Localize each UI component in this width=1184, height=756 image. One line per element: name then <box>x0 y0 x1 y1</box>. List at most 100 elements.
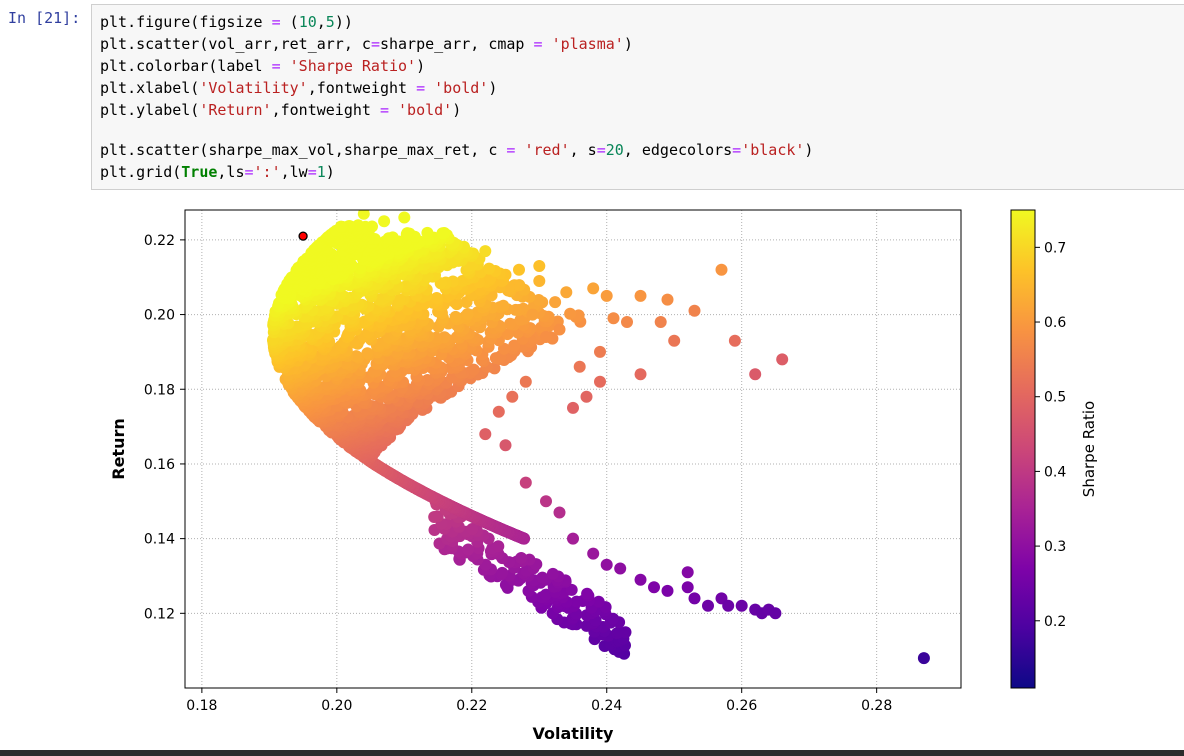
data-point <box>661 584 674 597</box>
code-token: plt.scatter(sharpe_max_vol,sharpe_max_re… <box>100 141 507 159</box>
code-token <box>389 101 398 119</box>
data-point <box>549 296 562 309</box>
data-point <box>592 595 605 608</box>
data-point <box>515 552 528 564</box>
code-token: 'plasma' <box>551 35 624 53</box>
code-token: ) <box>488 79 498 97</box>
code-token: = <box>732 141 742 159</box>
code-token: True <box>181 163 218 181</box>
code-token: ,lw <box>280 163 308 181</box>
data-point <box>553 323 566 336</box>
data-point <box>382 232 395 245</box>
y-tick-label: 0.12 <box>144 606 175 622</box>
code-line <box>100 121 813 139</box>
data-point <box>567 401 579 414</box>
code-token: 'Sharpe Ratio' <box>289 57 417 75</box>
code-token <box>425 79 434 97</box>
cell-output: 0.18 0.20 0.22 0.24 0.26 0.28 0.12 0.14 0.16 0.1… <box>0 196 1184 750</box>
code-editor[interactable]: plt.figure(figsize = (10,5)) plt.scatter(… <box>91 4 1184 190</box>
data-point <box>467 363 480 376</box>
code-token: sharpe_arr, cmap <box>379 35 534 53</box>
y-axis-label: Return <box>109 418 128 480</box>
data-point <box>540 495 552 508</box>
data-point <box>526 308 539 321</box>
colorbar-tick-label: 0.6 <box>1044 315 1066 331</box>
code-token: ,fontweight <box>307 79 417 97</box>
code-token: = <box>271 57 281 75</box>
data-point <box>357 210 370 220</box>
data-point <box>513 263 525 276</box>
code-token: = <box>533 35 543 53</box>
scatter-chart: 0.18 0.20 0.22 0.24 0.26 0.28 0.120.140.160.1… <box>109 209 1098 743</box>
data-point <box>533 260 546 272</box>
cell-prompt: In [21]: <box>8 9 81 27</box>
colorbar-tick-label: 0.4 <box>1044 464 1066 480</box>
y-axis-ticks: 0.12 0.14 0.16 0.18 0.20 0.22 <box>144 233 185 622</box>
data-point <box>573 360 586 373</box>
data-point <box>688 592 701 605</box>
data-point <box>461 308 474 320</box>
data-point <box>634 289 647 302</box>
data-point <box>496 566 509 579</box>
data-point <box>668 334 681 347</box>
data-point <box>508 339 521 352</box>
data-point <box>501 328 514 341</box>
x-tick-label: 0.24 <box>591 698 622 714</box>
code-token: 20 <box>605 141 624 159</box>
code-token: = <box>370 35 380 53</box>
data-point <box>553 506 566 519</box>
data-point <box>648 581 660 594</box>
code-token: )) <box>334 13 353 31</box>
data-point <box>497 299 510 312</box>
data-point <box>536 571 549 584</box>
data-point <box>600 558 613 571</box>
x-tick-label: 0.20 <box>321 698 352 714</box>
code-line: plt.ylabel('Return',fontweight = 'bold') <box>100 99 813 121</box>
x-tick-label: 0.28 <box>861 698 892 714</box>
plot-frame <box>184 209 962 689</box>
data-point <box>587 547 600 560</box>
data-point <box>428 511 441 523</box>
data-point <box>401 227 414 240</box>
data-point <box>514 313 527 326</box>
code-token: = <box>244 163 254 181</box>
data-point <box>532 294 545 306</box>
y-tick-label: 0.22 <box>144 233 175 249</box>
code-line: plt.figure(figsize = (10,5)) <box>100 11 813 33</box>
max-sharpe-point <box>298 231 308 241</box>
data-point <box>398 211 411 224</box>
colorbar-label: Sharpe Ratio <box>1080 401 1098 497</box>
code-token: ) <box>452 101 462 119</box>
data-point <box>654 316 667 328</box>
x-tick-label: 0.22 <box>456 698 487 714</box>
code-token: 'bold' <box>398 101 453 119</box>
data-point <box>661 293 674 306</box>
code-token: = <box>506 141 516 159</box>
data-points <box>267 210 930 665</box>
code-token: plt.colorbar(label <box>100 57 272 75</box>
code-line: plt.colorbar(label = 'Sharpe Ratio') <box>100 55 813 77</box>
data-point <box>546 567 559 580</box>
data-point <box>361 347 374 360</box>
y-tick-label: 0.14 <box>144 532 175 548</box>
code-token: , <box>316 13 326 31</box>
data-point <box>335 220 347 233</box>
code-token: ) <box>804 141 814 159</box>
y-tick-label: 0.16 <box>144 457 175 473</box>
data-point <box>519 476 532 489</box>
data-point <box>462 543 475 556</box>
colorbar-tick-label: 0.2 <box>1044 614 1066 630</box>
data-point <box>722 599 735 612</box>
data-point <box>519 375 532 388</box>
data-point <box>479 428 492 441</box>
data-point <box>350 350 363 363</box>
data-point <box>600 289 613 302</box>
code-token: ) <box>325 163 335 181</box>
code-token: = <box>307 163 317 181</box>
code-token: ( <box>280 13 299 31</box>
data-point <box>594 375 606 388</box>
data-point <box>540 331 552 343</box>
data-point <box>681 566 694 579</box>
x-axis-ticks: 0.18 0.20 0.22 0.24 0.26 0.28 <box>186 688 892 714</box>
data-point <box>506 390 519 403</box>
